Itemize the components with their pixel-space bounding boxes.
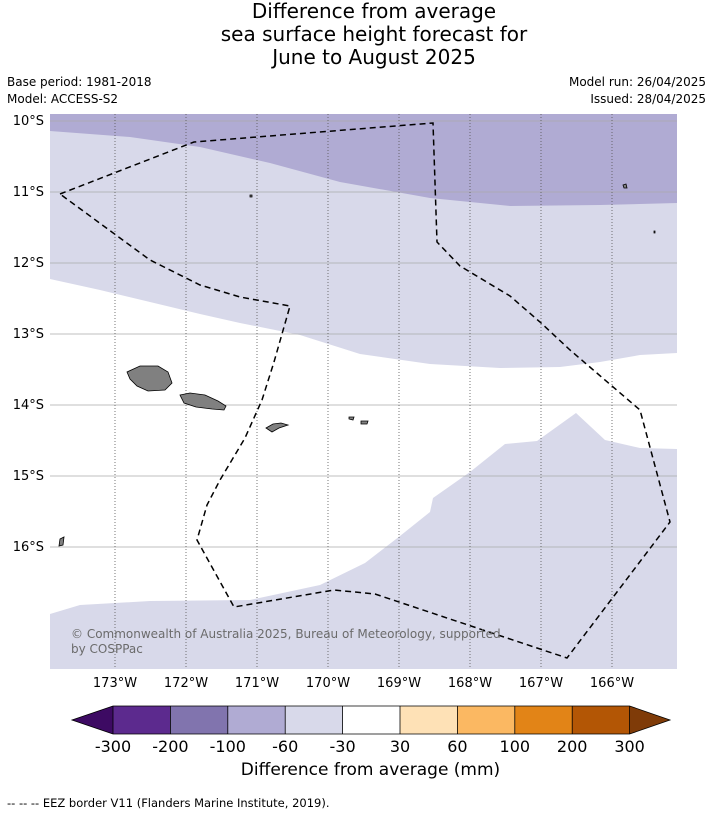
copyright-line-1: © Commonwealth of Australia 2025, Bureau… xyxy=(71,627,501,641)
anomaly-band-south-light xyxy=(50,413,677,669)
colorbar-box-6 xyxy=(400,706,458,734)
colorbar-box-1 xyxy=(113,706,171,734)
lon-label-169w: 169°W xyxy=(377,676,421,691)
wallis-islet xyxy=(58,536,65,547)
colorbar-tick-label: 300 xyxy=(614,737,645,756)
islands xyxy=(58,183,656,547)
colorbar-tick-label: -200 xyxy=(152,737,188,756)
eez-border-samoa xyxy=(58,122,671,659)
colorbar-box-2 xyxy=(170,706,228,734)
sea-surface-height-map: © Commonwealth of Australia 2025, Bureau… xyxy=(13,114,677,756)
upolu-island xyxy=(179,392,227,411)
tau-island xyxy=(360,420,369,425)
issued-date: Issued: 28/04/2025 xyxy=(590,92,706,106)
lat-label-12s: 12°S xyxy=(13,256,44,271)
colorbar-box-3 xyxy=(227,706,286,734)
forecast-info-right: Model run: 26/04/2025 Issued: 28/04/2025 xyxy=(569,74,706,108)
map-plot-area: © Commonwealth of Australia 2025, Bureau… xyxy=(50,114,677,669)
lon-label-168w: 168°W xyxy=(448,676,492,691)
model-name: Model: ACCESS-S2 xyxy=(7,92,119,106)
colorbar-tick-label: -60 xyxy=(272,737,298,756)
lat-label-14s: 14°S xyxy=(13,398,44,413)
lon-label-167w: 167°W xyxy=(519,676,563,691)
title-line-1: Difference from average xyxy=(251,0,497,23)
latitude-labels: 10°S 11°S 12°S 13°S 14°S 15°S 16°S xyxy=(13,114,44,555)
colorbar-tick-label: 100 xyxy=(500,737,531,756)
base-period: Base period: 1981-2018 xyxy=(7,75,152,89)
latitude-gridlines xyxy=(50,120,677,548)
eez-borders xyxy=(58,122,671,659)
title-line-2: sea surface height forecast for xyxy=(220,22,528,46)
lon-label-173w: 173°W xyxy=(93,676,137,691)
colorbar-tick-label: 60 xyxy=(447,737,467,756)
swains-island xyxy=(622,183,628,189)
colorbar-box-4 xyxy=(285,706,343,734)
colorbar-box-9 xyxy=(572,706,630,734)
copyright-line-2: by COSPPac xyxy=(71,642,143,656)
lat-label-15s: 15°S xyxy=(13,469,44,484)
manua-island xyxy=(348,416,355,421)
colorbar-extend-high xyxy=(629,706,670,734)
colorbar-tick-label: 30 xyxy=(390,737,410,756)
colorbar-extend-low xyxy=(72,706,113,734)
lat-label-16s: 16°S xyxy=(13,540,44,555)
lon-label-166w: 166°W xyxy=(590,676,634,691)
colorbar-box-7 xyxy=(457,706,515,734)
tutuila-island xyxy=(265,422,290,433)
tokelau-islet xyxy=(249,194,253,198)
colorbar-tick-label: -300 xyxy=(95,737,131,756)
map-title: Difference from average sea surface heig… xyxy=(0,0,713,69)
lat-label-11s: 11°S xyxy=(13,185,44,200)
colorbar-caption: Difference from average (mm) xyxy=(240,760,501,780)
forecast-info-left: Base period: 1981-2018 Model: ACCESS-S2 xyxy=(7,74,152,108)
longitude-labels: 173°W 172°W 171°W 170°W 169°W 168°W 167°… xyxy=(93,676,634,691)
colorbar-tick-labels: -300 -200 -100 -60 -30 30 60 100 200 300 xyxy=(95,737,645,756)
lat-label-10s: 10°S xyxy=(13,114,44,129)
colorbar-box-8 xyxy=(514,706,573,734)
title-line-3: June to August 2025 xyxy=(272,45,476,69)
model-run-date: Model run: 26/04/2025 xyxy=(568,75,706,89)
eez-footnote: -- -- -- EEZ border V11 (Flanders Marine… xyxy=(7,796,330,810)
colorbar-box-5 xyxy=(342,706,400,734)
anomaly-band-north-dark xyxy=(50,114,677,206)
small-islet-east xyxy=(653,230,656,234)
lat-label-13s: 13°S xyxy=(13,327,44,342)
colorbar-tick-label: -100 xyxy=(210,737,246,756)
colorbar-tick-label: -30 xyxy=(330,737,356,756)
savaii-island xyxy=(126,365,173,392)
colorbar-outline xyxy=(70,705,672,735)
colorbar: -300 -200 -100 -60 -30 30 60 100 200 300 xyxy=(70,705,672,756)
longitude-gridlines xyxy=(114,114,613,669)
colorbar-tick-label: 200 xyxy=(557,737,588,756)
lon-label-172w: 172°W xyxy=(164,676,208,691)
lon-label-170w: 170°W xyxy=(306,676,350,691)
lon-label-171w: 171°W xyxy=(235,676,279,691)
